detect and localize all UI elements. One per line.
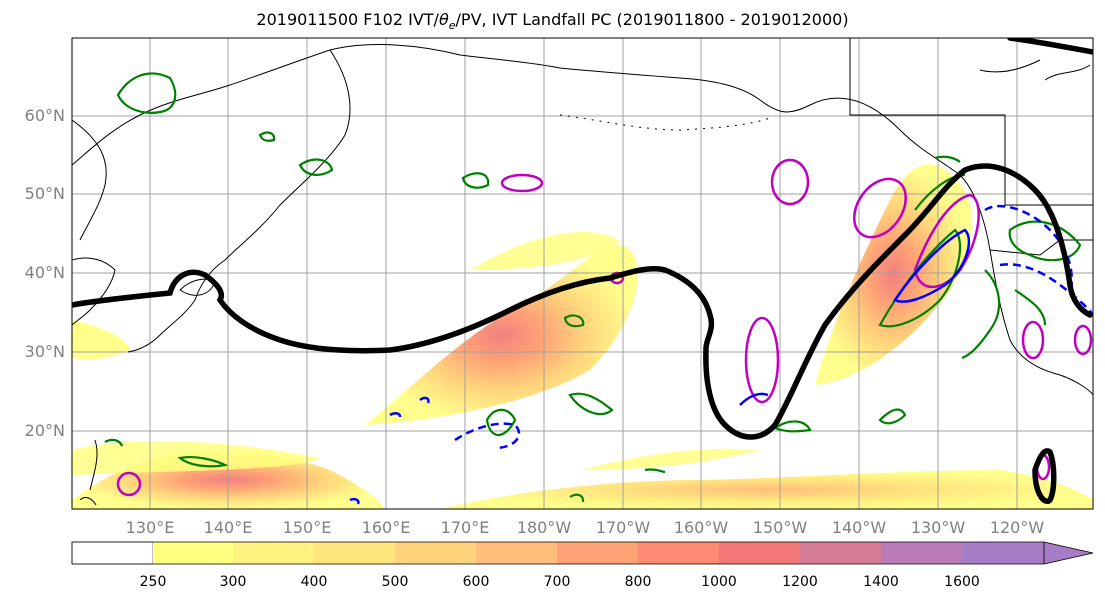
pv-line-small (1032, 448, 1057, 504)
magenta-contour-a (853, 177, 907, 239)
lon-label-160e: 160°E (361, 518, 411, 537)
colorbar-label-1600: 1600 (944, 574, 980, 590)
green-contour-d (298, 158, 334, 176)
colorbar-label-1000: 1000 (701, 574, 737, 590)
theta-symbol: θ (438, 10, 449, 29)
lat-label-60n: 60°N (24, 106, 65, 125)
colorbar-label-600: 600 (462, 574, 490, 590)
gridlines (72, 38, 1093, 509)
colorbar-label-1200: 1200 (782, 574, 818, 590)
magenta-contour-b (913, 193, 980, 289)
green-contour-p (258, 131, 276, 142)
title-suffix: /PV, IVT Landfall PC (2019011800 - 20190… (455, 10, 849, 29)
blue-contour-e (349, 497, 360, 505)
lon-label-170e: 170°E (440, 518, 490, 537)
colorbar-label-800: 800 (624, 574, 652, 590)
lat-label-30n: 30°N (24, 342, 65, 361)
coast-philippines (79, 439, 98, 506)
blue-contour-c (389, 412, 402, 418)
green-contour-g (568, 392, 614, 416)
blue-dashed-contour-b (999, 263, 1093, 316)
colorbar-label-500: 500 (381, 574, 409, 590)
ivt-tropical-patch (580, 448, 760, 470)
lon-label-140w: 140°W (831, 518, 887, 537)
map-body (72, 38, 1093, 509)
map-title: 2019011500 F102 IVT/θe/PV, IVT Landfall … (0, 10, 1105, 32)
green-contour-o (104, 438, 124, 447)
colorbar-label-400: 400 (300, 574, 328, 590)
blue-contour-b (739, 392, 769, 406)
green-contour-i (563, 314, 585, 328)
magenta-contour-j (1073, 324, 1093, 356)
green-contour-f (485, 408, 517, 437)
colorbar-label-300: 300 (219, 574, 247, 590)
lon-label-130e: 130°E (125, 518, 175, 537)
magenta-contour-i (1021, 320, 1045, 360)
coast-japan (127, 259, 226, 353)
magenta-contour-e (500, 173, 544, 193)
lon-label-140e: 140°E (203, 518, 253, 537)
green-contour-m (961, 269, 1001, 360)
lon-label-120w: 120°W (989, 518, 1045, 537)
green-contour-l (1008, 220, 1082, 262)
colorbar-label-1400: 1400 (863, 574, 899, 590)
ivt-japan-patch (72, 320, 130, 360)
blue-dashed-contour-c (454, 422, 521, 450)
magenta-contour-d (744, 316, 780, 404)
coast-asia-inner (72, 119, 107, 241)
coast-kamchatka (224, 49, 351, 261)
lon-label-150w: 150°W (752, 518, 808, 537)
colorbar-label-700: 700 (543, 574, 571, 590)
lon-label-150e: 150°E (282, 518, 332, 537)
lat-label-20n: 20°N (24, 421, 65, 440)
green-contour-a (116, 72, 177, 114)
lon-label-160w: 160°W (673, 518, 729, 537)
theta-e-negative-contours (349, 204, 1093, 505)
theta-subscript: e (448, 19, 456, 33)
lat-label-40n: 40°N (24, 263, 65, 282)
pv-line-main (72, 163, 1093, 440)
border-canada (849, 38, 1093, 206)
ivt-plume-central (365, 244, 638, 425)
green-contour-h (772, 420, 812, 433)
colorbar-label-250: 250 (139, 574, 167, 590)
map-frame (71, 37, 1094, 510)
colorbar-extend-arrow (1043, 541, 1094, 565)
title-prefix: 2019011500 F102 IVT/ (256, 10, 439, 29)
lat-label-50n: 50°N (24, 184, 65, 203)
green-contour-n (1014, 289, 1047, 326)
lon-label-130w: 130°W (910, 518, 966, 537)
blue-dashed-contour-a (984, 204, 1074, 296)
green-contour-e (461, 172, 490, 189)
coast-korea (72, 257, 116, 326)
pv-line-north (1007, 38, 1093, 55)
ivt-tropical-east (440, 470, 1093, 509)
magenta-contour-c (770, 158, 810, 206)
coast-arctic (979, 59, 1091, 81)
magenta-contour-g (116, 471, 142, 497)
green-contour-k (177, 456, 229, 468)
colorbar (71, 541, 1094, 565)
ivt-plume-coastal (815, 164, 972, 385)
pv-contours (72, 38, 1093, 504)
lon-label-180w: 180°W (516, 518, 572, 537)
ivt-plume-upper (470, 231, 620, 270)
green-contour-j (878, 408, 907, 425)
ivt-anomaly-contours (116, 158, 1093, 497)
lon-label-170w: 170°W (595, 518, 651, 537)
aleutian-islands (559, 114, 771, 131)
green-contour-q (934, 155, 961, 163)
blue-contour-a (893, 228, 971, 303)
green-contour-s (644, 468, 666, 474)
ivt-shading (72, 164, 1093, 509)
blue-contour-d (419, 396, 430, 404)
green-contour-r (569, 493, 585, 503)
